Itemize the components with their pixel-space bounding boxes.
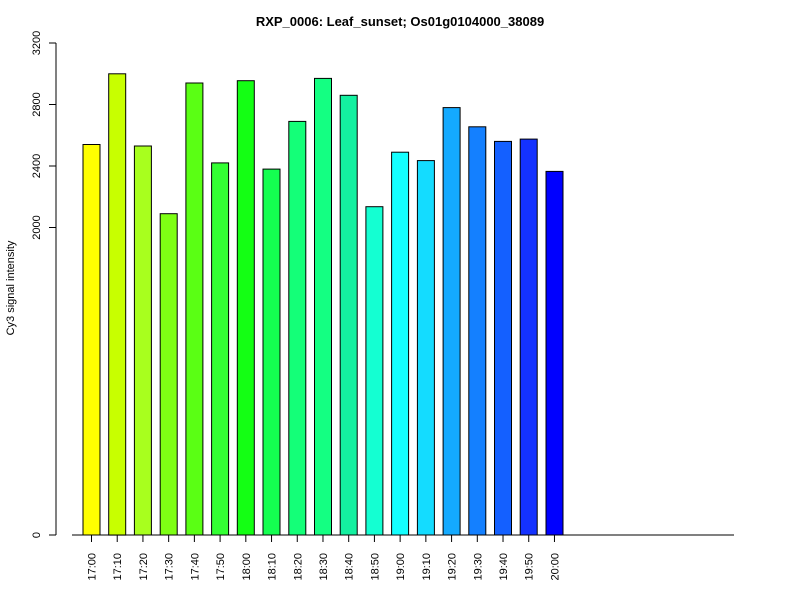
x-tick-label: 18:30 xyxy=(318,553,330,581)
bar-1820 xyxy=(288,120,307,536)
x-axis: 17:00 17:10 17:20 17:30 17:40 17:50 18:00 18:10… xyxy=(72,534,734,581)
chart-title: RXP_0006: Leaf_sunset; Os01g0104000_3808… xyxy=(256,14,544,29)
x-tick-label: 17:40 xyxy=(189,553,201,581)
bar-1730 xyxy=(159,213,178,536)
bar-1750 xyxy=(211,162,230,536)
x-tick-label: 17:50 xyxy=(215,553,227,581)
y-tick-label: 2000 xyxy=(31,215,43,239)
bar-1720 xyxy=(133,145,152,536)
x-tick-label: 18:50 xyxy=(369,553,381,581)
x-tick-label: 18:00 xyxy=(241,553,253,581)
x-tick-label: 17:00 xyxy=(87,553,99,581)
bar-1930 xyxy=(468,126,487,536)
bar-1710 xyxy=(108,73,127,536)
x-tick-label: 19:00 xyxy=(395,553,407,581)
x-tick-label: 18:40 xyxy=(344,553,356,581)
y-tick-label: 3200 xyxy=(31,31,43,55)
bar-1830 xyxy=(314,77,332,536)
x-tick-label: 19:20 xyxy=(447,553,459,581)
x-tick-label: 20:00 xyxy=(549,553,561,581)
bar-1900 xyxy=(391,151,410,536)
x-tick-label: 18:20 xyxy=(292,553,304,581)
y-axis-label: Cy3 signal intensity xyxy=(5,240,17,335)
bar-1840 xyxy=(339,94,358,536)
bar-1700 xyxy=(82,144,101,536)
x-tick-label: 17:20 xyxy=(138,553,150,581)
x-tick-label: 17:30 xyxy=(164,553,176,581)
bar-1740 xyxy=(185,82,204,536)
y-tick-label: 2800 xyxy=(31,92,43,116)
bar-2000 xyxy=(545,170,564,536)
bar-1940 xyxy=(494,140,512,536)
y-axis: 0 2000 2400 2800 3200 xyxy=(31,31,57,538)
y-tick-label: 2400 xyxy=(31,154,43,178)
bar-1950 xyxy=(519,138,538,536)
x-tick-label: 19:50 xyxy=(524,553,536,581)
x-tick-label: 17:10 xyxy=(112,553,124,581)
bar-1920 xyxy=(442,107,461,536)
x-tick-label: 19:30 xyxy=(472,553,484,581)
x-tick-label: 18:10 xyxy=(267,553,279,581)
x-tick-label: 19:10 xyxy=(421,553,433,581)
x-tick-label: 19:40 xyxy=(498,553,510,581)
y-tick-label: 0 xyxy=(31,532,43,538)
bar-1810 xyxy=(262,168,281,536)
bar-1800 xyxy=(236,80,255,536)
bars-group xyxy=(82,73,564,536)
bar-1850 xyxy=(365,206,384,536)
bar-1910 xyxy=(416,160,435,536)
